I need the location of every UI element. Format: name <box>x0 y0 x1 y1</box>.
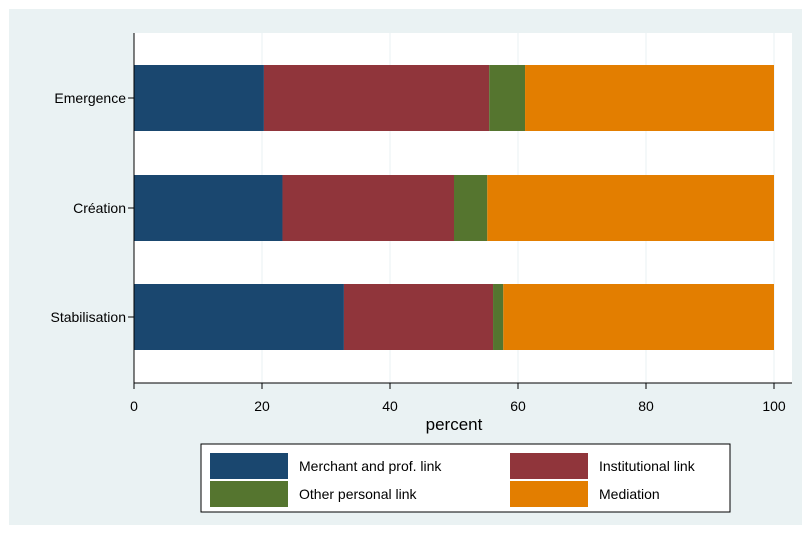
bar-creation-institutional-link <box>282 175 454 241</box>
legend-swatch-institutional-link <box>510 453 588 479</box>
x-tick-label-60: 60 <box>510 398 526 414</box>
legend-label-other-personal-link: Other personal link <box>299 486 418 502</box>
legend-label-mediation: Mediation <box>599 486 660 502</box>
axes: 0 20 40 60 80 100 Emergence Création Stabilisati… <box>51 33 792 414</box>
legend-box <box>200 443 731 513</box>
legend-label-merchant-and-prof-link: Merchant and prof. link <box>299 458 442 474</box>
bar-emergence-institutional-link <box>263 65 490 131</box>
legend-swatch-merchant-and-prof-link <box>210 453 288 479</box>
bars <box>134 65 774 350</box>
bar-stabilisation-mediation <box>503 284 774 350</box>
bar-stabilisation-merchant-and-prof-link <box>134 284 344 350</box>
bar-creation-mediation <box>487 175 774 241</box>
x-tick-label-80: 80 <box>638 398 654 414</box>
y-tick-label-stabilisation: Stabilisation <box>51 309 127 325</box>
bar-emergence-merchant-and-prof-link <box>134 65 264 131</box>
x-axis-label: percent <box>426 415 483 434</box>
legend: Merchant and prof. link Institutional lin… <box>200 443 731 513</box>
bar-stabilisation-institutional-link <box>343 284 494 350</box>
y-tick-label-creation: Création <box>73 200 126 216</box>
y-tick-label-emergence: Emergence <box>54 90 126 106</box>
bar-creation-other-personal-link <box>454 175 488 241</box>
bar-creation-merchant-and-prof-link <box>134 175 283 241</box>
x-tick-label-20: 20 <box>254 398 270 414</box>
x-tick-label-40: 40 <box>382 398 398 414</box>
legend-swatch-mediation <box>510 481 588 507</box>
bar-emergence-other-personal-link <box>489 65 526 131</box>
bar-stabilisation-other-personal-link <box>493 284 504 350</box>
bar-emergence-mediation <box>525 65 774 131</box>
legend-label-institutional-link: Institutional link <box>599 458 696 474</box>
legend-swatch-other-personal-link <box>210 481 288 507</box>
x-tick-label-100: 100 <box>762 398 786 414</box>
x-tick-label-0: 0 <box>130 398 138 414</box>
